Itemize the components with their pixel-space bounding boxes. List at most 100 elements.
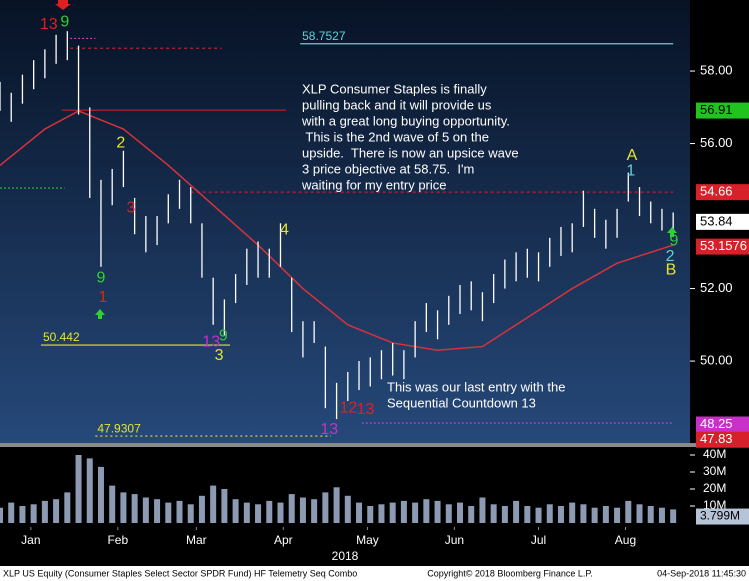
x-tick-label: Jan bbox=[21, 533, 40, 547]
volume-bar bbox=[288, 494, 295, 523]
volume-bar bbox=[670, 509, 677, 523]
price-box-label: 53.1576 bbox=[700, 238, 747, 253]
volume-bar bbox=[266, 500, 273, 523]
footer bbox=[0, 566, 749, 581]
volume-bar bbox=[0, 507, 3, 523]
level-label: 58.7527 bbox=[302, 29, 346, 43]
x-tick-label: Apr bbox=[274, 533, 293, 547]
volume-bar bbox=[311, 499, 318, 523]
note-line: This was our last entry with the bbox=[387, 379, 565, 394]
volume-bar bbox=[8, 502, 15, 523]
level-label: 47.9307 bbox=[97, 421, 141, 435]
sequential-count: 2 bbox=[116, 134, 125, 151]
volume-bar bbox=[64, 492, 71, 523]
x-tick-label: Aug bbox=[615, 533, 636, 547]
footer-right: 04-Sep-2018 11:45:30 bbox=[657, 568, 746, 578]
x-tick-label: Jun bbox=[445, 533, 464, 547]
volume-bar bbox=[445, 504, 452, 523]
volume-bar bbox=[333, 487, 340, 523]
price-box bbox=[696, 102, 749, 119]
sequential-count: 1 bbox=[626, 162, 635, 179]
note-line: XLP Consumer Staples is finally bbox=[302, 81, 487, 96]
volume-bar bbox=[546, 504, 553, 523]
y-tick-label: 58.00 bbox=[700, 62, 733, 77]
volume-bar bbox=[569, 502, 576, 523]
volume-bar bbox=[513, 500, 520, 523]
price-box bbox=[696, 213, 749, 230]
sequential-count: 13 bbox=[202, 333, 220, 350]
volume-bar bbox=[614, 507, 621, 523]
volume-bar bbox=[580, 504, 587, 523]
volume-bar bbox=[53, 499, 60, 523]
volume-bar bbox=[479, 497, 486, 523]
volume-box bbox=[696, 508, 749, 525]
volume-bar bbox=[322, 492, 329, 523]
price-box-label: 47.83 bbox=[700, 431, 733, 446]
volume-bar bbox=[131, 494, 138, 523]
volume-bar bbox=[165, 502, 172, 523]
volume-box-label: 3.799M bbox=[700, 509, 740, 523]
sequential-count: 4 bbox=[280, 221, 289, 238]
y-tick-label: 52.00 bbox=[700, 280, 733, 295]
volume-bar bbox=[591, 507, 598, 523]
sequential-count: 13 bbox=[40, 16, 58, 33]
volume-bar bbox=[524, 505, 531, 523]
volume-bar bbox=[557, 505, 564, 523]
x-tick-label: Feb bbox=[107, 533, 128, 547]
buy-arrow bbox=[95, 309, 105, 319]
volume-bar bbox=[468, 505, 475, 523]
volume-bar bbox=[423, 499, 430, 523]
footer-center: Copyright© 2018 Bloomberg Finance L.P. bbox=[427, 568, 593, 578]
price-box bbox=[696, 416, 749, 433]
volume-tick-label: 40M bbox=[703, 447, 726, 461]
x-tick-label: May bbox=[356, 533, 379, 547]
year-label: 2018 bbox=[332, 549, 359, 563]
volume-bar bbox=[109, 485, 116, 523]
x-axis bbox=[0, 527, 749, 566]
sequential-count: 13 bbox=[357, 401, 375, 418]
sequential-count: 13 bbox=[320, 421, 338, 438]
volume-bar bbox=[636, 504, 643, 523]
volume-bar bbox=[299, 497, 306, 523]
footer-left: XLP US Equity (Consumer Staples Select S… bbox=[3, 568, 357, 578]
volume-bar bbox=[378, 504, 385, 523]
note-line: waiting for my entry price bbox=[301, 177, 447, 192]
volume-bar bbox=[647, 505, 654, 523]
volume-bar bbox=[154, 499, 161, 523]
sell-arrow bbox=[55, 0, 71, 10]
sequential-count: B bbox=[666, 261, 677, 278]
price-box-label: 53.84 bbox=[700, 213, 733, 228]
volume-bar bbox=[142, 497, 149, 523]
sequential-count: 12 bbox=[339, 399, 357, 416]
price-box-label: 54.66 bbox=[700, 184, 733, 199]
y-tick-label: 50.00 bbox=[700, 353, 733, 368]
sequential-count: 9 bbox=[219, 327, 228, 344]
volume-tick-label: 20M bbox=[703, 481, 726, 495]
price-box bbox=[696, 184, 749, 201]
volume-bar bbox=[30, 504, 37, 523]
volume-bar bbox=[232, 499, 239, 523]
volume-bar bbox=[243, 502, 250, 523]
volume-bar bbox=[535, 507, 542, 523]
y-tick-label: 56.00 bbox=[700, 135, 733, 150]
sequential-count: 1 bbox=[98, 289, 107, 306]
volume-bar bbox=[389, 502, 396, 523]
volume-bar bbox=[625, 500, 632, 523]
volume-bar bbox=[120, 492, 127, 523]
volume-bar bbox=[457, 502, 463, 523]
volume-bar bbox=[490, 504, 497, 523]
volume-bar bbox=[400, 500, 407, 523]
volume-bar bbox=[75, 454, 82, 523]
volume-bar bbox=[602, 505, 609, 523]
volume-bar bbox=[658, 507, 665, 523]
volume-bar bbox=[41, 500, 48, 523]
note-line: upside. There is now an upsice wave bbox=[302, 145, 519, 160]
note-line: Sequential Countdown 13 bbox=[387, 395, 536, 410]
volume-bar bbox=[501, 505, 508, 523]
volume-bar bbox=[344, 495, 351, 523]
volume-bar bbox=[86, 458, 93, 523]
volume-bar bbox=[255, 504, 262, 523]
price-box-label: 48.25 bbox=[700, 416, 733, 431]
price-box bbox=[696, 431, 749, 448]
